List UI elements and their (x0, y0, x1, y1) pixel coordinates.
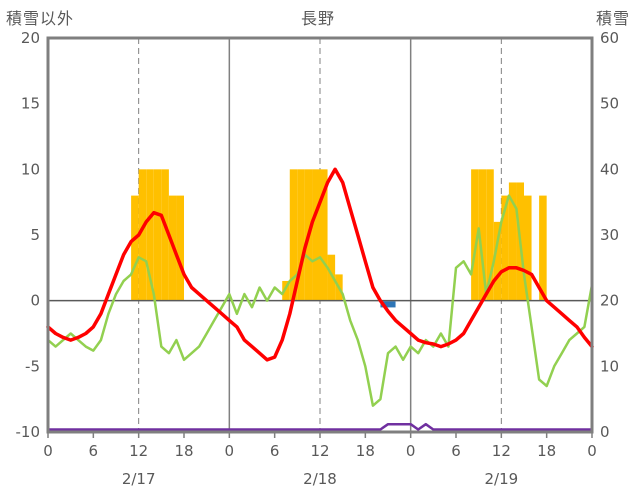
green-line-series (46, 194, 594, 407)
sunshine-bar (501, 195, 509, 301)
sunshine-bar (471, 169, 479, 301)
x-tick-label: 6 (270, 442, 280, 460)
chart-title: 長野 (300, 9, 335, 28)
axis-ticks (47, 433, 593, 438)
sunshine-bar (131, 195, 139, 301)
chart-border (46, 36, 594, 434)
sunshine-bar (282, 280, 290, 301)
sunshine-bar (138, 169, 147, 301)
sunshine-bar (176, 195, 184, 301)
x-tick-label: 12 (492, 442, 511, 460)
sunshine-bar (289, 169, 298, 301)
sunshine-bar (320, 169, 328, 301)
sunshine-bar (161, 169, 169, 301)
axis-labels: 0 6 12 18 0 6 12 18 0 6 12 18 02/17 2/18 2/1920151050-… (16, 29, 620, 488)
x-tick-label: 6 (451, 442, 461, 460)
x-tick-label: 0 (225, 442, 235, 460)
y-right-tick-label: 20 (600, 292, 619, 310)
x-tick-label: 0 (587, 442, 597, 460)
sunshine-bar (508, 182, 517, 301)
y-right-tick-label: 30 (600, 226, 619, 244)
left-axis-title: 積雪以外 (6, 9, 75, 28)
y-left-tick-label: 20 (21, 29, 40, 47)
x-tick-label: 18 (537, 442, 556, 460)
sunshine-bar (297, 169, 305, 301)
plot-frame (46, 36, 594, 434)
x-tick-label: 12 (129, 442, 148, 460)
sunshine-bar (478, 169, 487, 301)
right-axis-title: 積雪 (595, 9, 630, 28)
snow-depth-series (46, 422, 594, 431)
gridlines (138, 38, 502, 432)
y-left-tick-label: 5 (30, 226, 40, 244)
y-right-tick-label: 40 (600, 160, 619, 178)
x-tick-label: 18 (356, 442, 375, 460)
sunshine-bar (327, 254, 336, 301)
x-tick-label: 6 (89, 442, 99, 460)
sunshine-bar (493, 221, 502, 301)
y-right-tick-label: 50 (600, 95, 619, 113)
y-left-tick-label: -5 (25, 357, 40, 375)
y-right-tick-label: 0 (600, 423, 610, 441)
precipitation-bar (388, 301, 396, 308)
y-right-tick-label: 10 (600, 357, 619, 375)
y-left-tick-label: 10 (21, 160, 40, 178)
x-tick-label: 0 (43, 442, 53, 460)
sunshine-bar (146, 169, 154, 301)
y-left-tick-label: 0 (30, 292, 40, 310)
sunshine-bar (312, 169, 320, 301)
date-label: 2/17 (122, 470, 156, 488)
x-tick-label: 0 (406, 442, 416, 460)
date-label: 2/18 (303, 470, 337, 488)
temperature-series (46, 167, 594, 362)
sunshine-bar (539, 195, 547, 301)
y-left-tick-label: 15 (21, 95, 40, 113)
x-tick-label: 18 (174, 442, 193, 460)
sunshine-bar (486, 169, 494, 301)
y-right-tick-label: 60 (600, 29, 619, 47)
date-label: 2/19 (484, 470, 518, 488)
sunshine-bar (153, 169, 162, 301)
x-tick-label: 12 (310, 442, 329, 460)
sunshine-bar (524, 195, 532, 301)
data-lines (46, 167, 594, 431)
y-left-tick-label: -10 (16, 423, 41, 441)
